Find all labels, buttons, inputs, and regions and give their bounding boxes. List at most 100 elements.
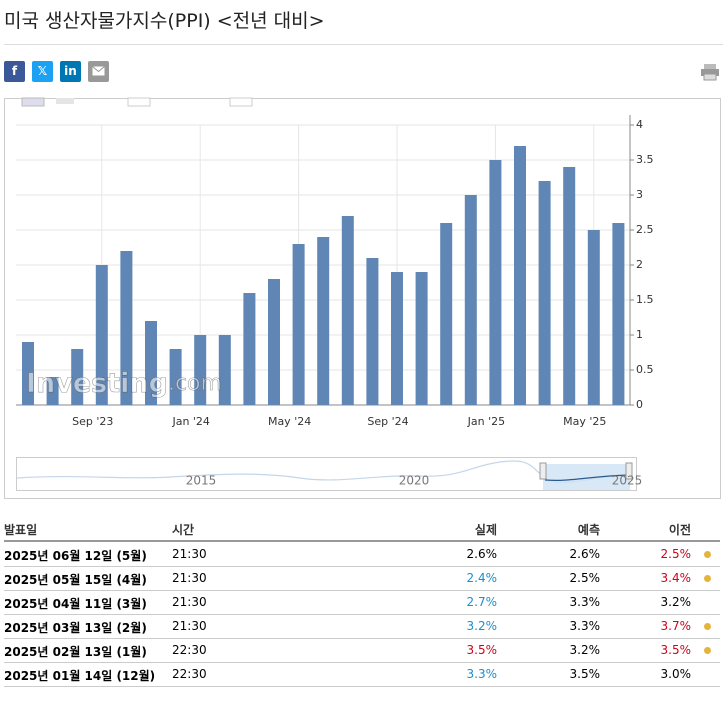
revision-dot — [704, 551, 711, 558]
previous: 2.5% — [660, 547, 692, 561]
release-time: 22:30 — [172, 643, 207, 657]
bar — [612, 223, 625, 405]
revision-dot — [704, 647, 711, 654]
bar — [587, 230, 600, 405]
previous: 3.0% — [660, 667, 692, 681]
previous: 3.4% — [660, 571, 692, 585]
bar — [415, 272, 428, 405]
divider — [4, 44, 723, 45]
bar — [563, 167, 576, 405]
release-date: 2025년 01월 14일 (12월) — [4, 669, 156, 683]
forecast: 3.3% — [569, 595, 601, 609]
toolbar-button[interactable] — [127, 97, 151, 107]
previous: 3.5% — [660, 643, 692, 657]
forecast: 2.6% — [569, 547, 601, 561]
table-row: 2025년 06월 12일 (5월) 21:30 2.6% 2.6% 2.5% — [4, 542, 720, 567]
navigator-line — [544, 474, 631, 481]
watermark-text: Investing — [26, 368, 168, 399]
column-header: 이전 — [668, 523, 691, 537]
y-tick-label: 2.5 — [636, 223, 654, 236]
navigator-handle[interactable] — [625, 462, 633, 480]
actual: 2.4% — [466, 571, 498, 585]
print-button[interactable] — [700, 63, 720, 81]
previous: 3.7% — [660, 619, 692, 633]
watermark: Investing.com — [26, 368, 222, 399]
release-time: 21:30 — [172, 547, 207, 561]
actual: 3.2% — [466, 619, 498, 633]
x-tick-label: May '24 — [268, 415, 311, 428]
navigator-label: 2020 — [399, 474, 430, 488]
actual: 2.6% — [466, 547, 498, 561]
navigator-handle[interactable] — [539, 462, 547, 480]
table-header: 발표일 시간 실제 예측 이전 — [4, 516, 720, 542]
toolbar-button[interactable] — [229, 97, 253, 107]
forecast: 3.3% — [569, 619, 601, 633]
column-header: 실제 — [474, 523, 497, 537]
y-tick-label: 2 — [636, 258, 643, 271]
linkedin-button[interactable]: in — [60, 61, 81, 82]
navigator-selection[interactable] — [543, 464, 630, 490]
navigator[interactable] — [16, 457, 637, 491]
y-tick-label: 0.5 — [636, 363, 654, 376]
x-tick-label: May '25 — [563, 415, 606, 428]
previous: 3.2% — [660, 595, 692, 609]
release-date: 2025년 02월 13일 (1월) — [4, 645, 147, 659]
email-button[interactable] — [88, 61, 109, 82]
revision-dot — [704, 623, 711, 630]
actual: 2.7% — [466, 595, 498, 609]
bar — [391, 272, 403, 405]
chart: 0 0.5 1 1.5 2 2.5 3 3.5 4 Sep '23 Jan '24 May '24 Se… — [4, 97, 721, 499]
column-header: 시간 — [172, 523, 195, 537]
bar — [145, 321, 157, 405]
release-time: 21:30 — [172, 619, 207, 633]
forecast: 3.2% — [569, 643, 601, 657]
bar — [514, 146, 526, 405]
toolbar-button[interactable] — [56, 98, 74, 104]
bar — [440, 223, 453, 405]
watermark-suffix: .com — [168, 371, 222, 396]
forecast: 3.5% — [569, 667, 601, 681]
bar — [194, 335, 207, 405]
bar — [71, 349, 84, 405]
actual: 3.5% — [466, 643, 498, 657]
release-date: 2025년 05월 15일 (4월) — [4, 573, 147, 587]
release-time: 22:30 — [172, 667, 207, 681]
table-row: 2025년 04월 11일 (3월) 21:30 2.7% 3.3% 3.2% — [4, 590, 720, 615]
facebook-button[interactable]: f — [4, 61, 25, 82]
y-tick-label: 3 — [636, 188, 643, 201]
release-date: 2025년 04월 11일 (3월) — [4, 597, 147, 611]
bar — [95, 265, 108, 405]
x-tick-label: Jan '25 — [467, 415, 505, 428]
x-button[interactable]: 𝕏 — [32, 61, 53, 82]
table-row: 2025년 02월 13일 (1월) 22:30 3.5% 3.2% 3.5% — [4, 638, 720, 663]
forecast: 2.5% — [569, 571, 601, 585]
release-date: 2025년 03월 13일 (2월) — [4, 621, 147, 635]
table-row: 2025년 03월 13일 (2월) 21:30 3.2% 3.3% 3.7% — [4, 614, 720, 639]
bar — [46, 377, 59, 405]
bar — [243, 293, 256, 405]
bar — [366, 258, 379, 405]
revision-dot — [704, 575, 711, 582]
y-tick-label: 1.5 — [636, 293, 654, 306]
navigator-label: 2025 — [612, 474, 643, 488]
navigator-label: 2015 — [186, 474, 217, 488]
table-row: 2025년 05월 15일 (4월) 21:30 2.4% 2.5% 3.4% — [4, 566, 720, 591]
column-header: 발표일 — [4, 523, 38, 537]
release-time: 21:30 — [172, 595, 207, 609]
column-header: 예측 — [577, 523, 600, 537]
y-tick-label: 0 — [636, 398, 643, 411]
x-tick-label: Jan '24 — [171, 415, 209, 428]
table-row: 2025년 01월 14일 (12월) 22:30 3.3% 3.5% 3.0% — [4, 662, 720, 687]
y-tick-label: 4 — [636, 118, 643, 131]
bar — [120, 251, 133, 405]
toolbar-button[interactable] — [21, 97, 45, 107]
x-tick-label: Sep '24 — [367, 415, 408, 428]
bar — [22, 342, 34, 405]
bar — [538, 181, 551, 405]
bar — [218, 335, 231, 405]
bar — [464, 195, 477, 405]
x-tick-label: Sep '23 — [72, 415, 113, 428]
bar — [489, 160, 502, 405]
bar — [317, 237, 330, 405]
